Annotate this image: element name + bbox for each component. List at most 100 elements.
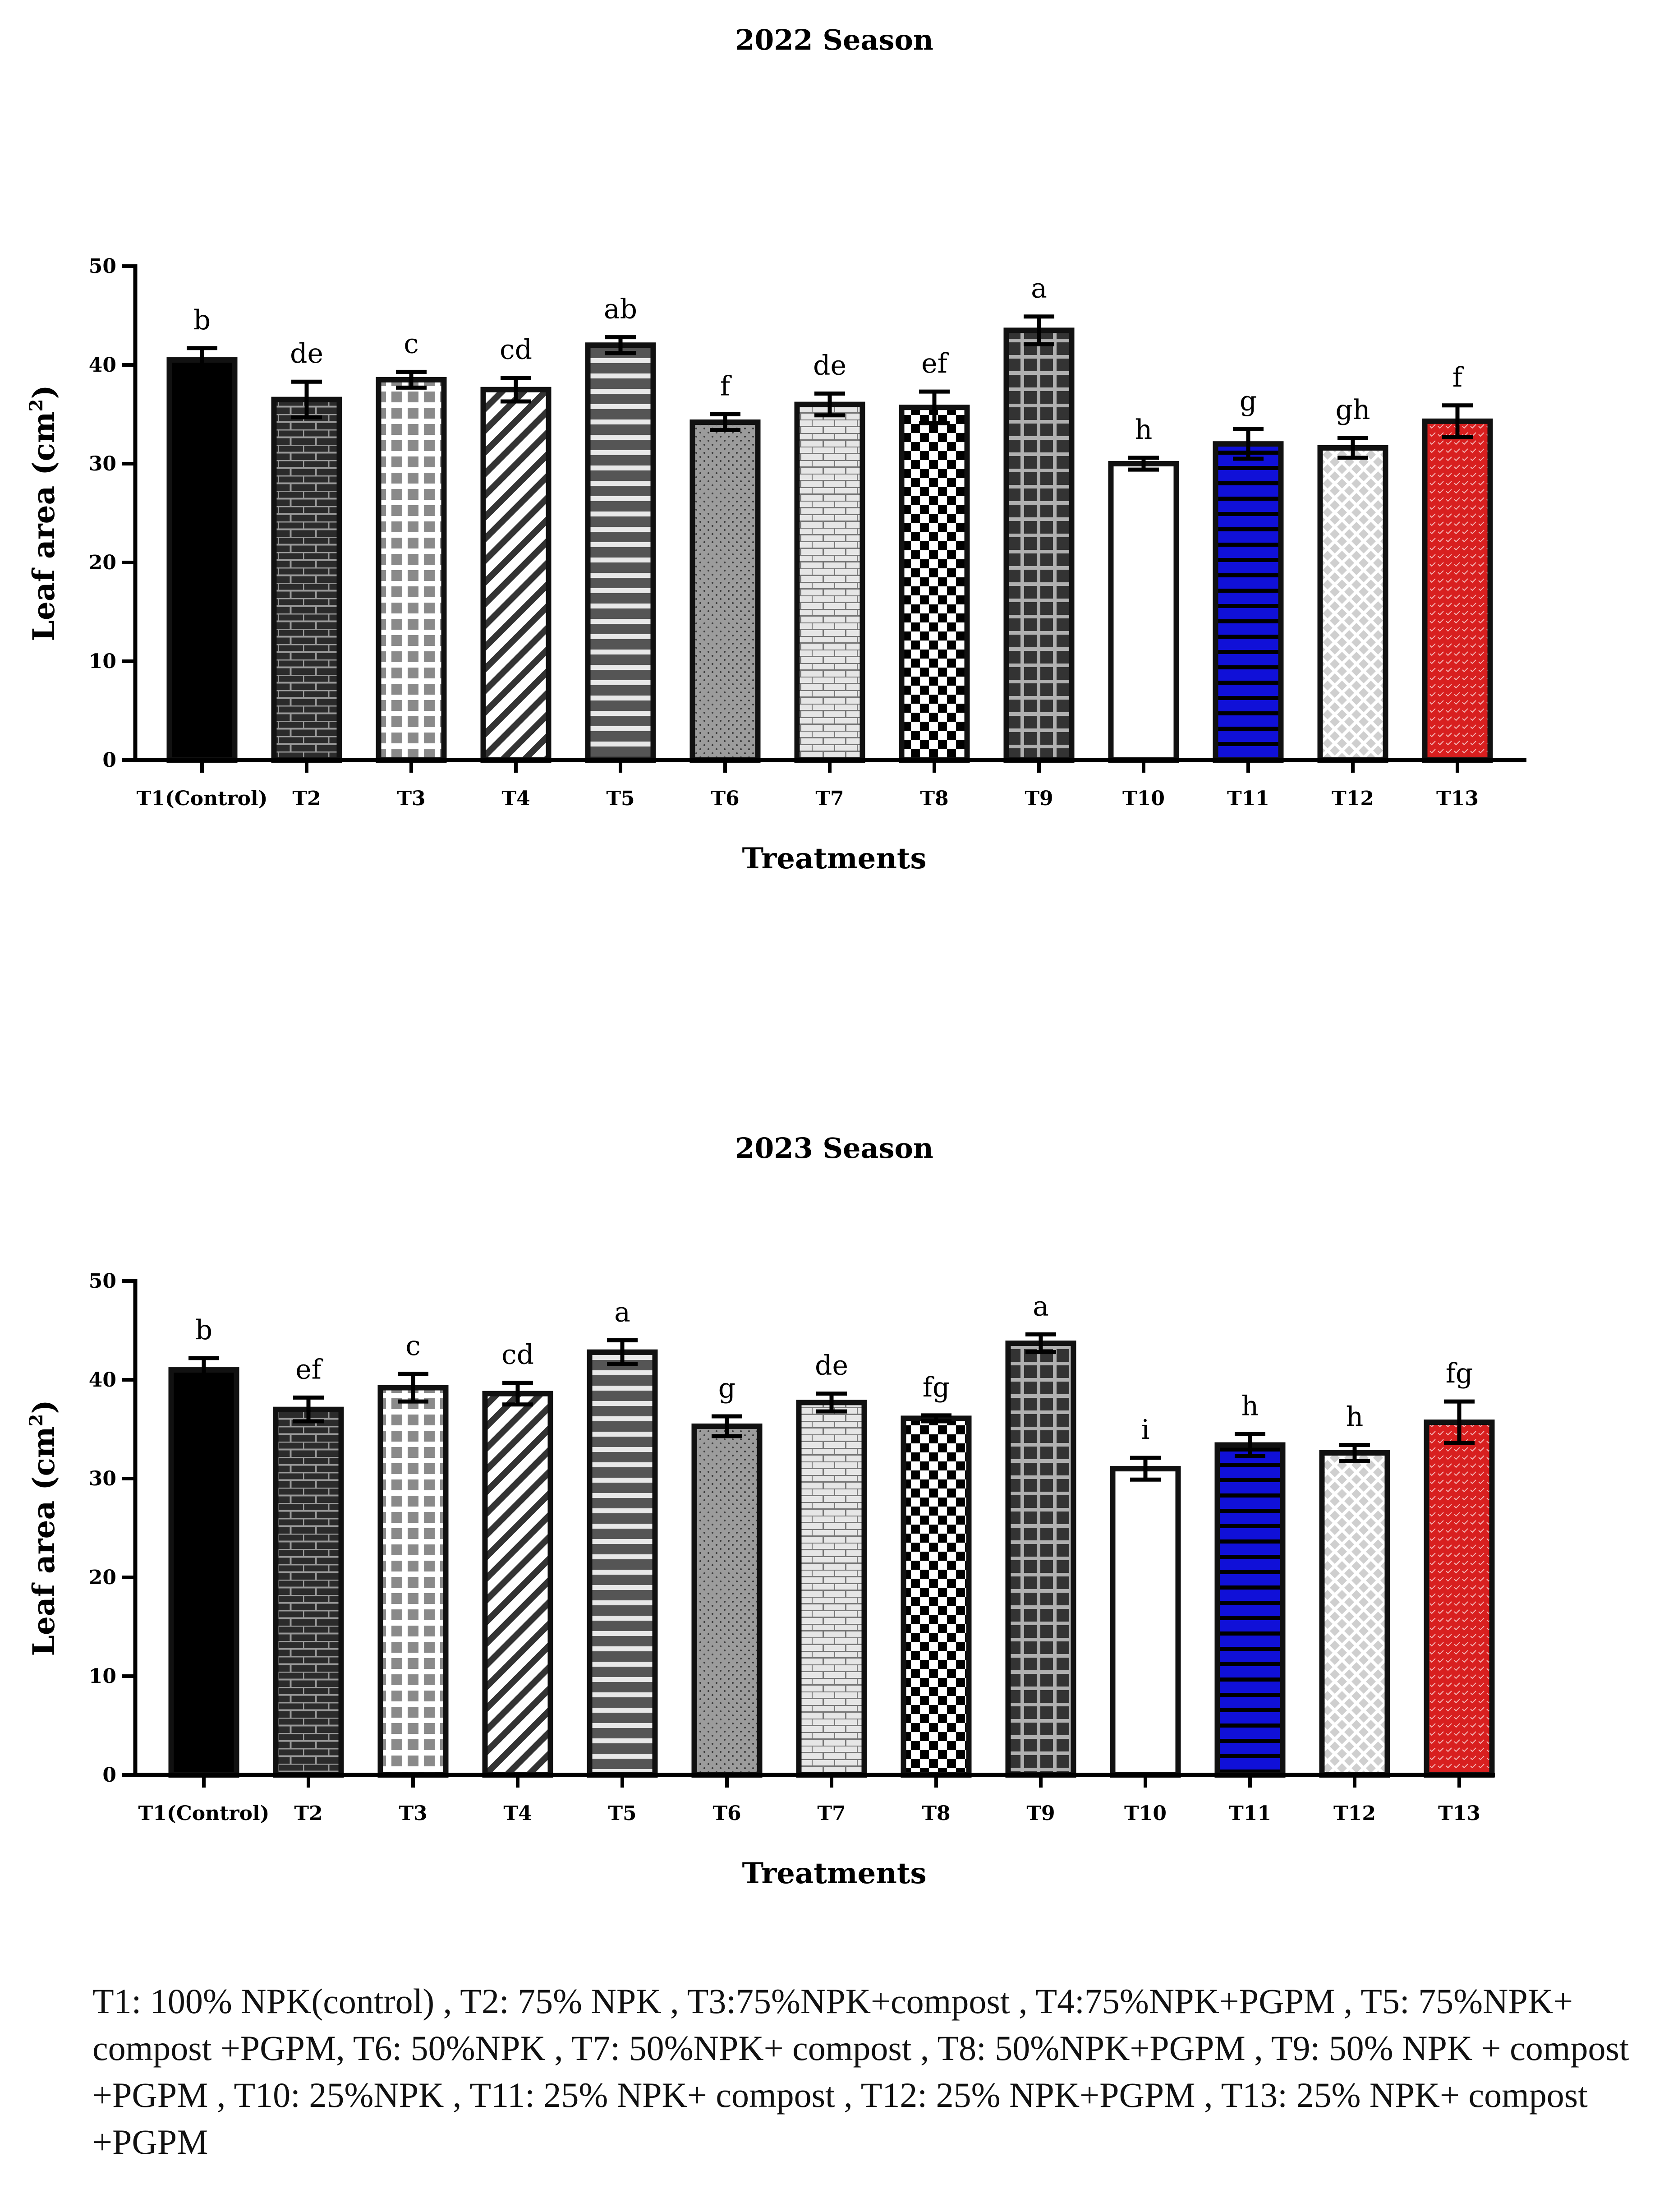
- chart-1: 2022 Season b T1(Control) de T2 c T3 cd T4 ab T5 f T…: [26, 23, 1526, 876]
- bar: [796, 1400, 867, 1778]
- bar: [271, 396, 342, 763]
- significance-letter: de: [815, 1350, 848, 1382]
- chart-title: 2022 Season: [735, 23, 933, 56]
- bar: [1424, 1419, 1495, 1778]
- significance-letter: b: [193, 304, 211, 336]
- bar: [377, 1385, 449, 1778]
- significance-letter: de: [290, 338, 323, 369]
- significance-letter: f: [1452, 362, 1464, 393]
- bar: [168, 1367, 239, 1778]
- x-axis-label: Treatments: [742, 842, 927, 876]
- bar: [1214, 1442, 1286, 1778]
- bar: [482, 1391, 553, 1778]
- significance-letter: b: [195, 1314, 212, 1346]
- bar: [794, 401, 865, 763]
- bar: [166, 357, 238, 763]
- significance-letter: cd: [500, 334, 532, 365]
- significance-letter: fg: [923, 1372, 950, 1403]
- significance-letter: de: [813, 350, 846, 382]
- y-axis-label: Leaf area (cm2): [26, 385, 61, 641]
- significance-letter: h: [1135, 414, 1153, 446]
- y-tick-label: 30: [89, 452, 116, 475]
- x-tick-label: T10: [1122, 787, 1165, 810]
- x-tick-label: T1(Control): [138, 1802, 270, 1825]
- x-tick-label: T13: [1436, 787, 1479, 810]
- y-tick-label: 30: [89, 1467, 116, 1490]
- x-tick-label: T12: [1332, 787, 1374, 810]
- y-tick-label: 40: [89, 1369, 116, 1392]
- bar: [585, 342, 656, 763]
- significance-letter: ef: [295, 1354, 323, 1385]
- y-tick-label: 40: [89, 354, 116, 377]
- y-tick-label: 50: [89, 255, 116, 278]
- bar: [1213, 441, 1284, 763]
- bar: [1317, 445, 1388, 763]
- x-tick-label: T6: [711, 787, 739, 810]
- significance-letter: a: [1033, 1290, 1049, 1322]
- y-axis-label: Leaf area (cm2): [26, 1400, 61, 1656]
- y-tick-label: 10: [89, 1665, 116, 1688]
- x-axis-label: Treatments: [742, 1857, 927, 1890]
- x-tick-label: T3: [399, 1802, 427, 1825]
- x-tick-label: T13: [1438, 1802, 1480, 1825]
- significance-letter: c: [405, 1330, 421, 1362]
- x-tick-label: T7: [817, 1802, 846, 1825]
- significance-letter: c: [404, 328, 419, 359]
- y-tick-label: 10: [89, 650, 116, 673]
- x-tick-label: T4: [501, 787, 530, 810]
- significance-letter: gh: [1335, 394, 1370, 426]
- bar: [1108, 461, 1179, 763]
- chart-title: 2023 Season: [735, 1132, 933, 1165]
- y-tick-label: 20: [89, 551, 116, 574]
- y-tick-label: 0: [102, 749, 116, 772]
- bar: [1110, 1466, 1181, 1778]
- x-tick-label: T5: [606, 787, 634, 810]
- bar: [901, 1415, 972, 1778]
- bar: [480, 387, 552, 763]
- y-tick-label: 20: [89, 1566, 116, 1589]
- x-tick-label: T6: [712, 1802, 741, 1825]
- significance-letter: f: [720, 371, 732, 402]
- x-tick-label: T10: [1124, 1802, 1167, 1825]
- bar: [691, 1423, 763, 1778]
- x-tick-label: T1(Control): [137, 787, 268, 810]
- significance-letter: ab: [604, 294, 637, 325]
- x-tick-label: T4: [503, 1802, 532, 1825]
- significance-letter: fg: [1446, 1358, 1473, 1389]
- y-tick-label: 50: [89, 1270, 116, 1293]
- significance-letter: h: [1241, 1390, 1259, 1422]
- x-tick-label: T8: [922, 1802, 950, 1825]
- bar: [1319, 1450, 1390, 1778]
- significance-letter: h: [1346, 1401, 1364, 1433]
- bar: [1422, 418, 1493, 763]
- x-tick-label: T8: [920, 787, 948, 810]
- x-tick-label: T11: [1229, 1802, 1271, 1825]
- bar: [273, 1406, 344, 1778]
- x-tick-label: T9: [1025, 787, 1053, 810]
- significance-letter: cd: [501, 1339, 534, 1371]
- bar: [587, 1349, 658, 1778]
- bar: [1003, 327, 1075, 763]
- x-tick-label: T3: [397, 787, 425, 810]
- significance-letter: g: [718, 1373, 735, 1404]
- significance-letter: a: [614, 1296, 630, 1328]
- chart-2: 2023 Season b T1(Control) ef T2 c T3 cd T4 a T5 g T6…: [26, 1132, 1495, 1890]
- significance-letter: i: [1141, 1414, 1149, 1446]
- bar: [376, 377, 447, 763]
- bar: [689, 419, 761, 763]
- x-tick-label: T12: [1333, 1802, 1376, 1825]
- y-tick-label: 0: [102, 1764, 116, 1787]
- x-tick-label: T11: [1227, 787, 1269, 810]
- x-tick-label: T9: [1026, 1802, 1055, 1825]
- bar: [899, 405, 970, 763]
- x-tick-label: T7: [815, 787, 844, 810]
- significance-letter: g: [1240, 385, 1257, 417]
- significance-letter: a: [1031, 273, 1047, 304]
- significance-letter: ef: [921, 348, 949, 379]
- bar: [1005, 1340, 1076, 1778]
- x-tick-label: T2: [292, 787, 321, 810]
- treatment-legend-caption: T1: 100% NPK(control) , T2: 75% NPK , T3…: [92, 1982, 1629, 2161]
- x-tick-label: T2: [294, 1802, 322, 1825]
- x-tick-label: T5: [608, 1802, 636, 1825]
